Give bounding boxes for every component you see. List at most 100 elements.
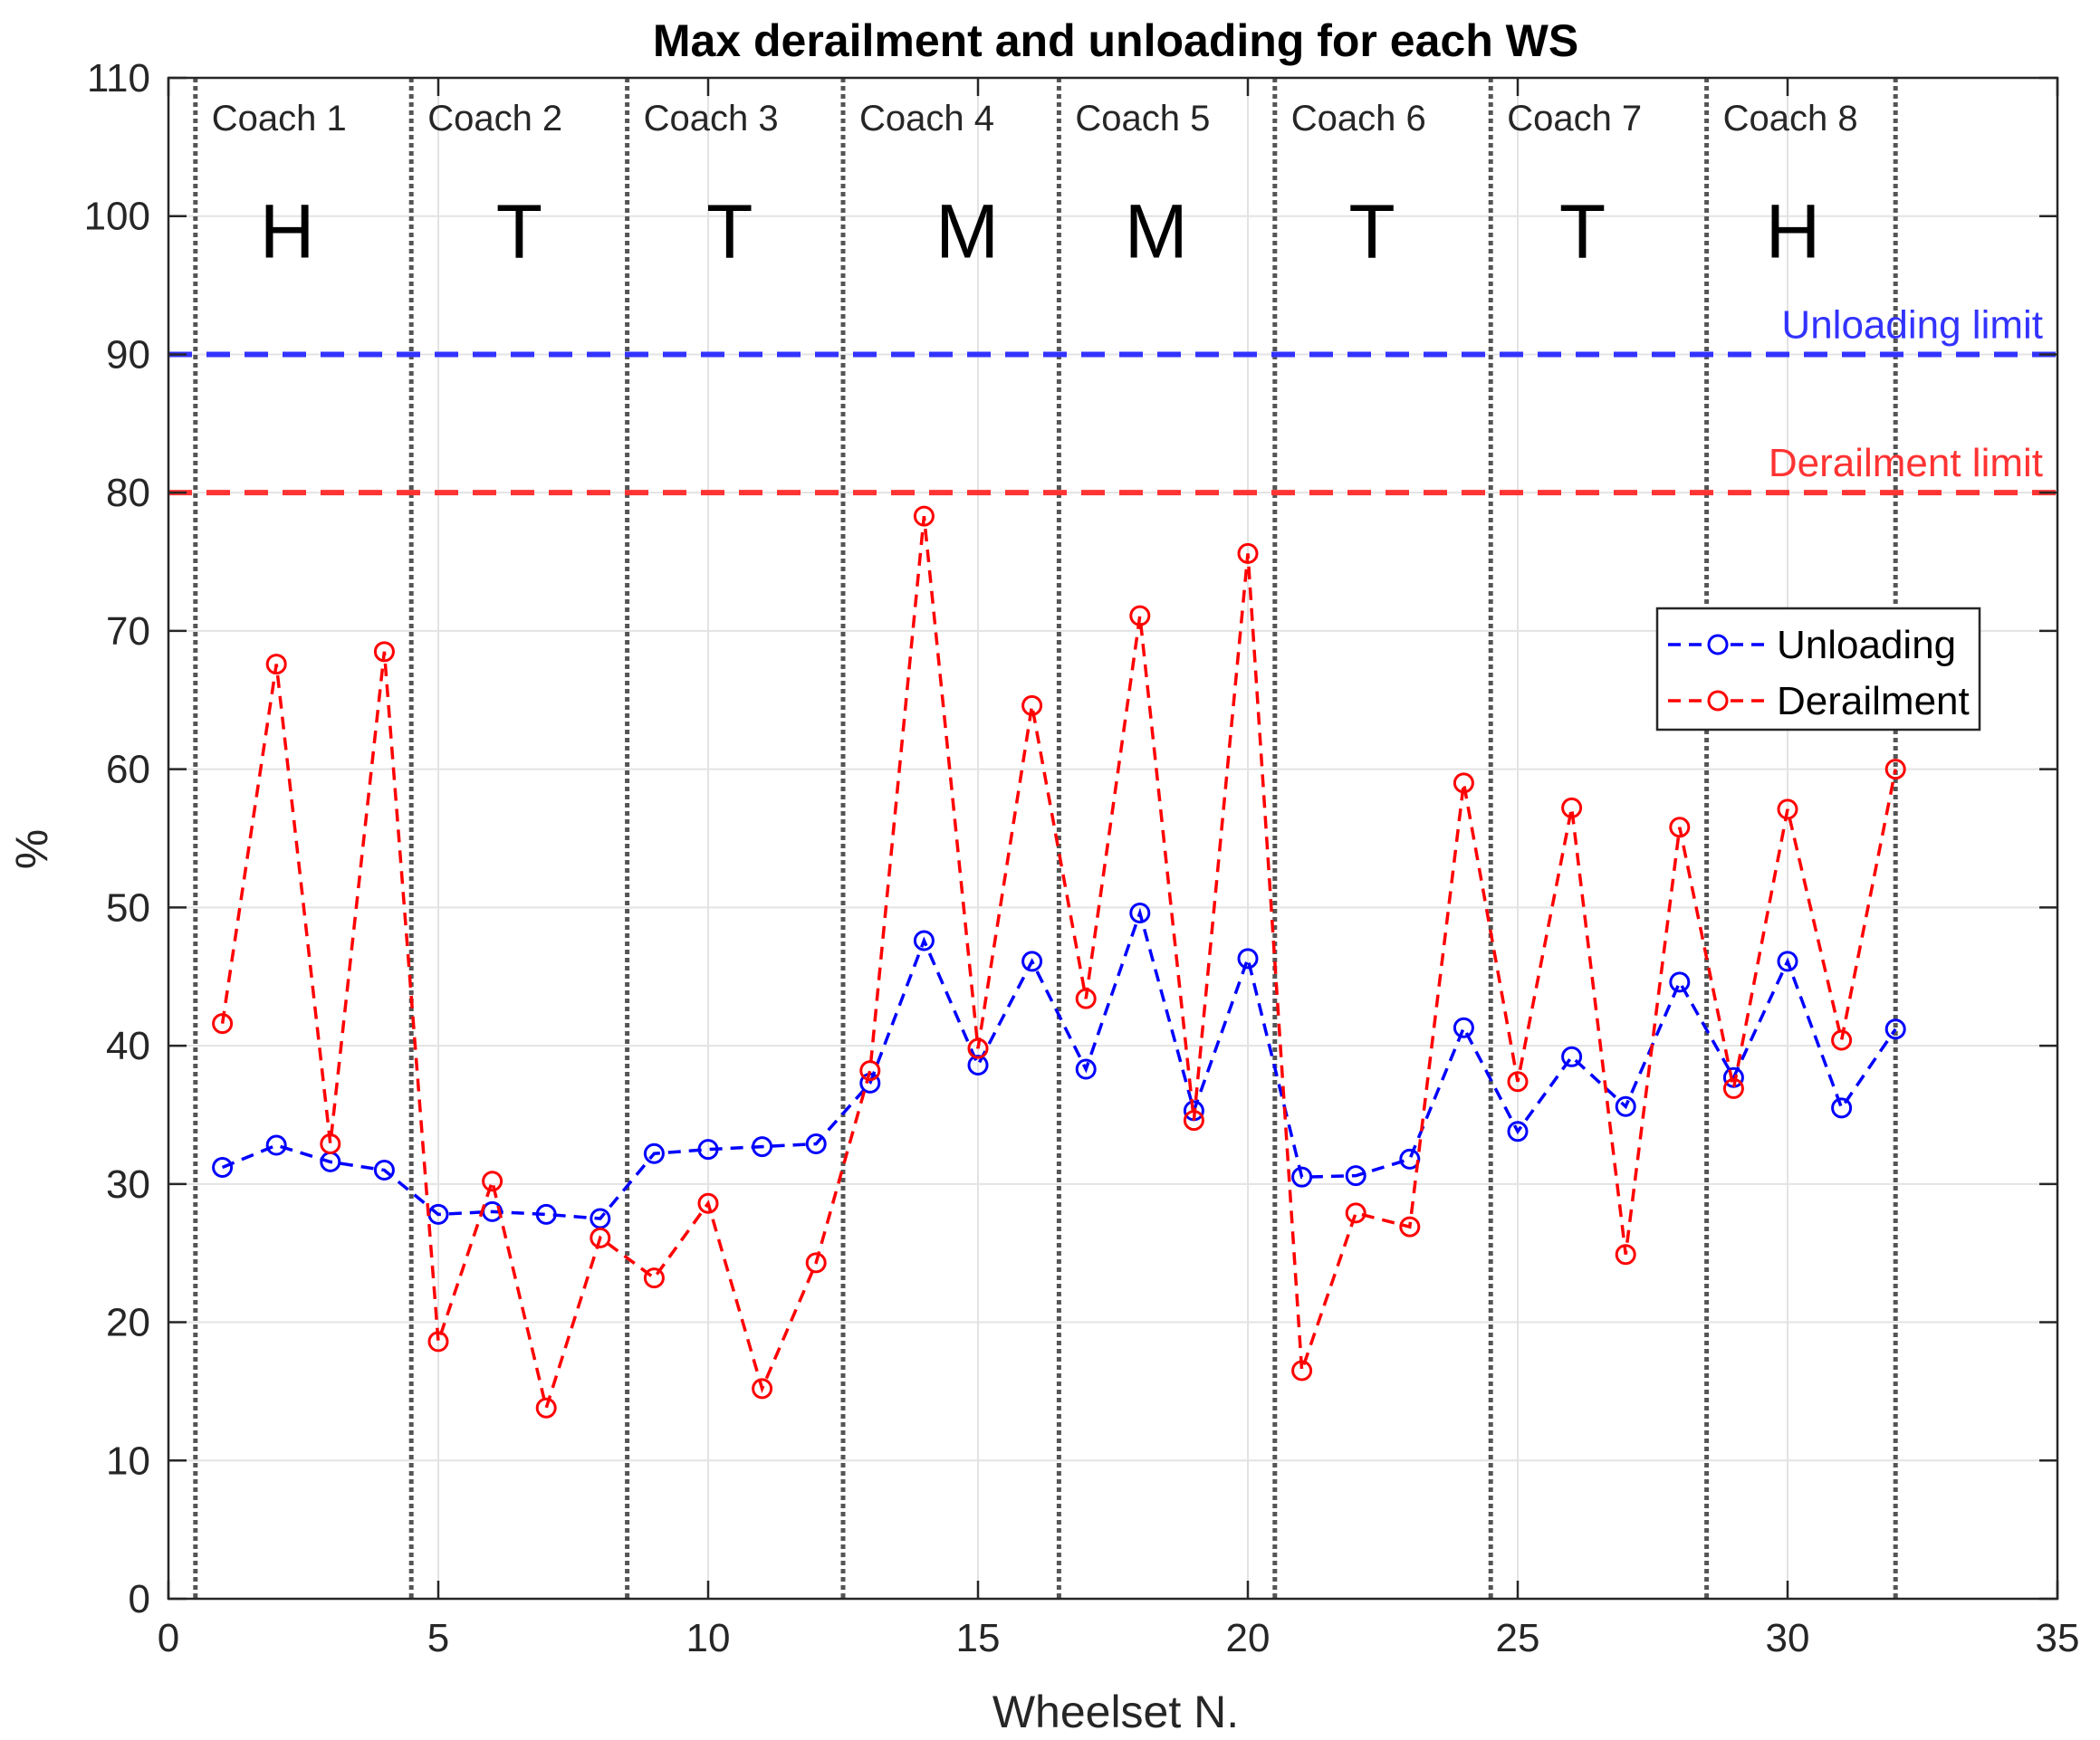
data-point-unloading xyxy=(643,1142,665,1164)
data-point-unloading xyxy=(1237,948,1259,970)
x-tick-label: 15 xyxy=(956,1616,1001,1660)
legend-marker-unloading xyxy=(1707,634,1729,655)
coach-type: T xyxy=(1559,189,1606,274)
data-point-derailment xyxy=(1291,1360,1313,1381)
data-point-derailment xyxy=(967,1037,989,1059)
reference-lines: Unloading limit Derailment limit xyxy=(168,302,2057,496)
data-point-unloading xyxy=(1777,951,1798,972)
data-point-derailment xyxy=(320,1133,341,1155)
data-point-derailment xyxy=(1129,605,1151,626)
data-point-derailment xyxy=(1615,1244,1636,1266)
data-point-unloading xyxy=(535,1203,557,1225)
x-tick-label: 35 xyxy=(2036,1616,2080,1660)
data-point-derailment xyxy=(752,1378,773,1400)
data-point-derailment xyxy=(1237,542,1259,564)
data-point-derailment xyxy=(1075,988,1097,1009)
coach-type: T xyxy=(496,189,542,274)
data-point-unloading xyxy=(1453,1017,1474,1038)
coach-type: T xyxy=(1348,189,1395,274)
data-point-derailment xyxy=(265,654,287,675)
data-point-derailment xyxy=(1507,1071,1529,1093)
coach-label: Coach 6 xyxy=(1291,99,1426,139)
coach-dividers xyxy=(193,78,1898,1599)
data-point-derailment xyxy=(535,1397,557,1419)
data-point-unloading xyxy=(1615,1095,1636,1117)
data-point-unloading xyxy=(1884,1018,1906,1040)
data-point-derailment xyxy=(373,641,395,663)
y-tick-label: 90 xyxy=(106,332,150,377)
x-tick-label: 25 xyxy=(1496,1616,1540,1660)
data-point-derailment xyxy=(482,1171,503,1192)
data-point-unloading xyxy=(212,1156,234,1178)
data-point-derailment xyxy=(643,1267,665,1289)
data-point-derailment xyxy=(1777,798,1798,820)
reference-line-label: Derailment limit xyxy=(1769,441,2043,485)
coach-label: Coach 7 xyxy=(1507,99,1642,139)
x-tick-label: 0 xyxy=(158,1616,179,1660)
coach-type: M xyxy=(1125,189,1188,274)
data-point-unloading xyxy=(697,1139,719,1161)
data-point-unloading xyxy=(373,1160,395,1181)
data-point-unloading xyxy=(805,1133,827,1155)
data-point-derailment xyxy=(1722,1077,1744,1099)
y-tick-label: 110 xyxy=(87,56,150,100)
legend-label-derailment: Derailment xyxy=(1777,679,1970,723)
data-point-unloading xyxy=(752,1136,773,1158)
data-point-derailment xyxy=(1183,1110,1204,1132)
coach-type: T xyxy=(706,189,753,274)
legend: Unloading Derailment xyxy=(1655,607,1981,731)
data-point-derailment xyxy=(1399,1216,1421,1238)
coach-labels: Coach 1 H Coach 2 T Coach 3 T Coach 4 M Coach 5 M… xyxy=(212,99,1858,274)
coach-label: Coach 1 xyxy=(212,99,347,139)
data-point-unloading xyxy=(967,1054,989,1076)
y-tick-label: 60 xyxy=(106,748,150,792)
legend-marker-derailment xyxy=(1707,690,1729,712)
y-tick-label: 70 xyxy=(106,609,150,654)
data-point-unloading xyxy=(1075,1058,1097,1080)
data-point-derailment xyxy=(1561,797,1583,818)
axes-box xyxy=(167,76,2059,1601)
reference-line-label: Unloading limit xyxy=(1781,302,2043,347)
data-point-derailment xyxy=(212,1013,234,1035)
axis-ticks: 0 5 10 15 20 25 30 35 0 10 20 30 40 50 60 70 80 90 100 110 xyxy=(84,56,2080,1660)
data-point-unloading xyxy=(1345,1165,1366,1187)
data-point-derailment xyxy=(913,505,935,527)
data-point-derailment xyxy=(1345,1202,1366,1224)
y-tick-label: 0 xyxy=(129,1577,150,1621)
x-tick-label: 10 xyxy=(686,1616,731,1660)
data-point-derailment xyxy=(1669,817,1691,838)
coach-type: M xyxy=(935,189,999,274)
data-point-derailment xyxy=(1884,759,1906,780)
coach-label: Coach 5 xyxy=(1075,99,1210,139)
data-point-derailment xyxy=(805,1252,827,1274)
data-point-unloading xyxy=(1561,1046,1583,1067)
coach-label: Coach 3 xyxy=(644,99,779,139)
x-axis-label: Wheelset N. xyxy=(992,1687,1239,1737)
data-point-derailment xyxy=(859,1060,881,1082)
x-tick-label: 5 xyxy=(427,1616,449,1660)
coach-label: Coach 4 xyxy=(859,99,994,139)
y-tick-label: 30 xyxy=(106,1162,150,1207)
y-tick-label: 10 xyxy=(106,1439,150,1483)
x-tick-label: 30 xyxy=(1766,1616,1810,1660)
data-point-unloading xyxy=(1831,1097,1853,1119)
data-point-unloading xyxy=(265,1134,287,1156)
data-point-unloading xyxy=(1669,971,1691,993)
data-point-unloading xyxy=(1021,951,1043,972)
y-tick-label: 80 xyxy=(106,471,150,515)
data-point-derailment xyxy=(1021,694,1043,716)
legend-box xyxy=(1655,607,1981,731)
coach-type: H xyxy=(260,189,315,274)
data-point-unloading xyxy=(913,930,935,951)
y-tick-label: 50 xyxy=(106,885,150,930)
legend-label-unloading: Unloading xyxy=(1777,623,1956,667)
data-point-derailment xyxy=(1831,1029,1853,1051)
data-point-derailment xyxy=(427,1331,449,1353)
data-point-derailment xyxy=(590,1227,611,1248)
data-point-unloading xyxy=(1507,1121,1529,1142)
data-point-derailment xyxy=(1453,772,1474,794)
chart-title: Max derailment and unloading for each WS xyxy=(653,15,1578,66)
data-point-derailment xyxy=(697,1192,719,1214)
